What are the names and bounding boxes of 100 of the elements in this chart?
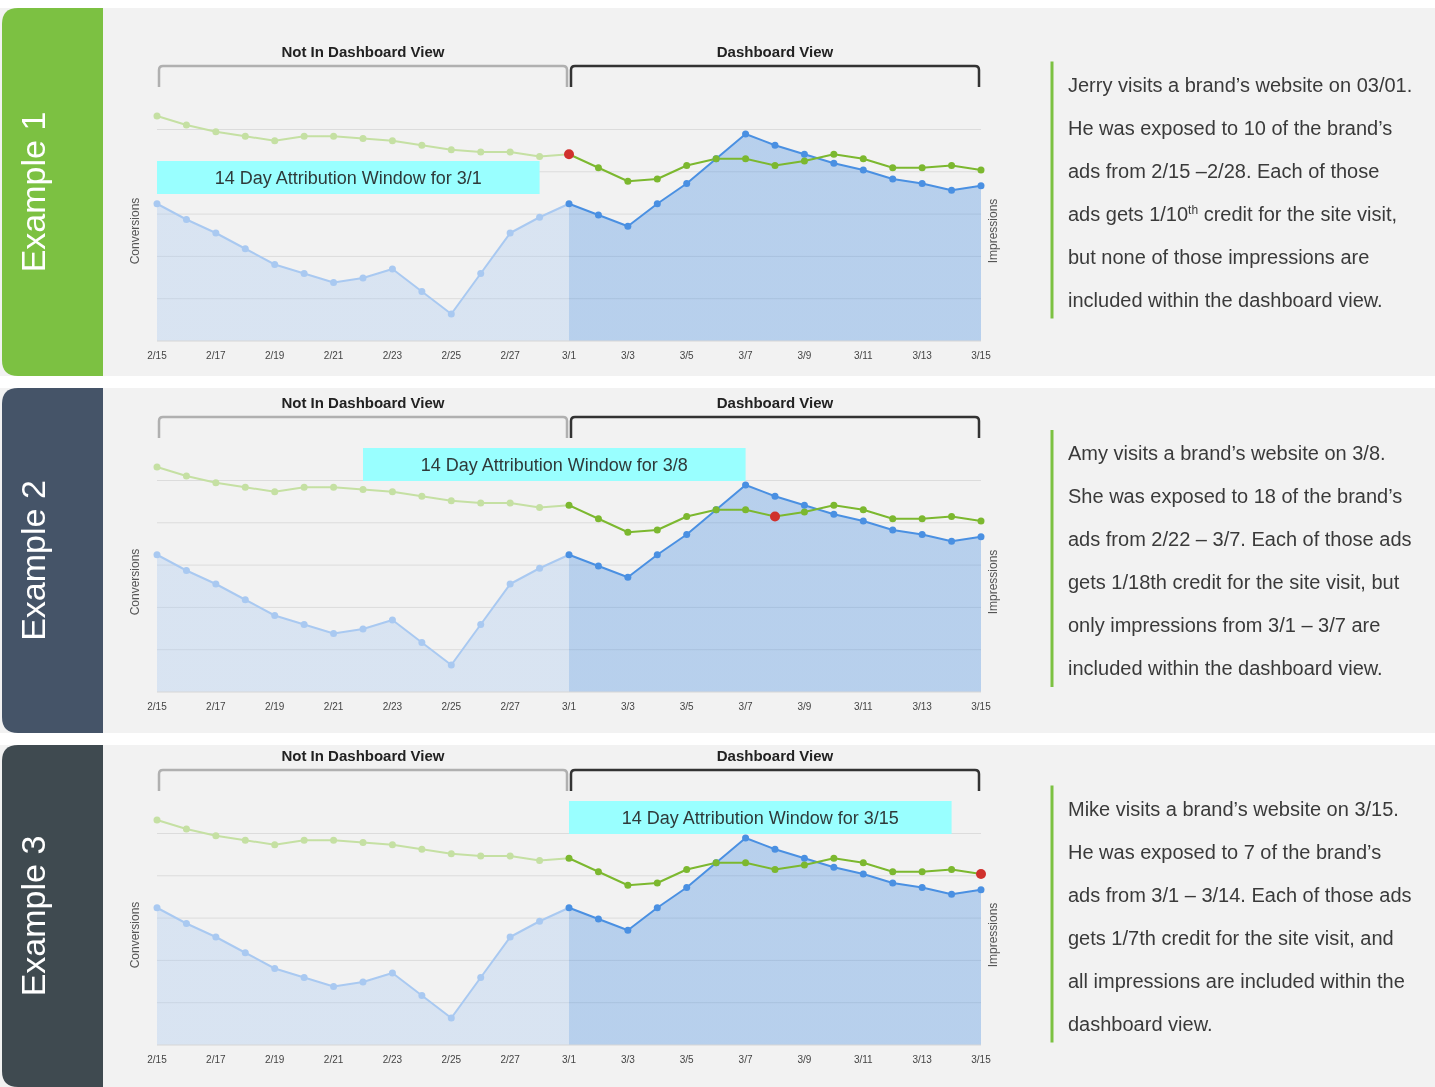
x-tick-label: 3/3 <box>620 350 636 361</box>
x-tick-label: 2/19 <box>264 701 285 712</box>
x-tick-label: 3/5 <box>679 350 695 361</box>
text: Not In Dashboard View <box>281 394 445 411</box>
point <box>889 164 897 172</box>
text: Example 1 <box>14 111 52 273</box>
point <box>182 216 190 223</box>
x-tick-label: 3/3 <box>620 701 636 712</box>
point <box>859 870 867 878</box>
point <box>418 288 426 295</box>
x-tick-label: 3/13 <box>912 1054 933 1065</box>
point <box>859 506 867 514</box>
point <box>300 836 308 844</box>
point <box>653 879 661 887</box>
x-tick-label: 3/15 <box>971 1054 992 1065</box>
point <box>477 499 485 507</box>
point <box>300 483 308 491</box>
point <box>889 515 897 523</box>
x-tick-label: 3/15 <box>971 350 992 361</box>
point <box>683 180 691 187</box>
point <box>447 661 455 669</box>
point <box>271 261 279 268</box>
point <box>889 526 897 534</box>
x-tick-label: 2/23 <box>382 1054 403 1065</box>
point <box>624 881 632 889</box>
point <box>742 481 750 489</box>
point <box>742 506 750 514</box>
point <box>683 513 691 520</box>
point <box>330 983 338 990</box>
point <box>241 836 249 844</box>
x-tick-label: 2/27 <box>500 701 521 712</box>
point <box>800 861 808 869</box>
point <box>359 978 367 986</box>
point <box>241 245 249 253</box>
text: Example 2 <box>14 480 52 641</box>
x-tick-label: 2/17 <box>206 1054 227 1065</box>
point <box>742 155 750 163</box>
point <box>271 841 279 849</box>
x-tick-label: 2/15 <box>147 701 168 712</box>
point <box>977 166 985 174</box>
point <box>771 162 779 169</box>
point <box>830 150 838 158</box>
x-tick-label: 2/25 <box>441 350 462 361</box>
x-tick-label: 3/15 <box>971 701 992 712</box>
point <box>771 845 779 853</box>
point <box>683 531 691 538</box>
point <box>506 229 514 237</box>
point <box>918 164 926 172</box>
point <box>359 135 367 142</box>
point <box>594 868 602 876</box>
point <box>536 153 544 160</box>
point <box>477 270 485 277</box>
point <box>653 200 661 208</box>
point <box>300 132 308 140</box>
point <box>418 639 426 646</box>
point <box>182 825 190 833</box>
point <box>212 580 220 588</box>
point <box>388 488 396 496</box>
point <box>565 200 573 208</box>
point <box>859 166 867 174</box>
point <box>388 969 396 977</box>
text: Dashboard View <box>716 747 834 764</box>
point <box>918 884 926 891</box>
point <box>506 499 514 507</box>
x-tick-label: 3/1 <box>562 701 577 712</box>
point <box>212 832 220 840</box>
x-tick-label: 3/1 <box>562 1054 577 1065</box>
point <box>800 501 808 509</box>
point <box>653 551 661 559</box>
point <box>948 890 956 898</box>
point <box>271 612 279 619</box>
point <box>477 974 485 981</box>
point <box>182 567 190 574</box>
x-tick-label: 3/3 <box>620 1054 636 1065</box>
point <box>447 310 455 318</box>
point <box>624 528 632 536</box>
point <box>418 992 426 999</box>
point <box>771 141 779 149</box>
point <box>153 816 161 824</box>
point <box>918 180 926 187</box>
point <box>742 130 750 138</box>
point <box>330 836 338 844</box>
x-tick-label: 3/13 <box>912 350 933 361</box>
x-tick-label: 3/5 <box>679 701 695 712</box>
point <box>536 917 544 925</box>
point <box>418 492 426 500</box>
point <box>594 562 602 570</box>
y-axis-title: Conversions <box>128 548 142 616</box>
point <box>830 863 838 871</box>
point <box>182 472 190 480</box>
point <box>241 483 249 491</box>
point <box>683 884 691 891</box>
y-axis-title: Conversions <box>128 901 142 969</box>
point <box>330 483 338 491</box>
point <box>182 920 190 927</box>
point <box>624 222 632 230</box>
point <box>624 177 632 185</box>
point <box>330 630 338 637</box>
text: Amy visits a brand’s website on 3/8. She was exposed to 18 of the brand’s ads from 2/22 – 3/7. Each of those ads gets 1/18th credit for the site visit, but only impressions from 3/1 – 3/7 are included within the dashboard view. <box>1068 442 1412 679</box>
x-tick-label: 2/15 <box>147 350 168 361</box>
